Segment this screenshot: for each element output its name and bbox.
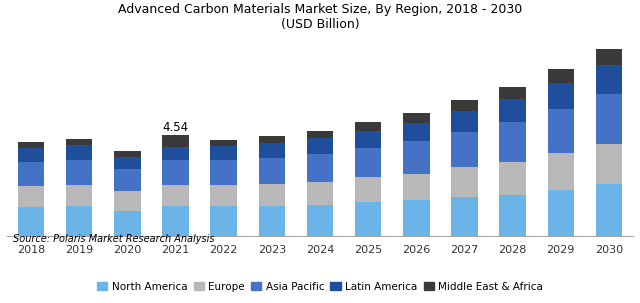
Bar bbox=[596, 94, 622, 144]
Bar bbox=[114, 211, 141, 236]
Bar bbox=[451, 100, 477, 111]
Bar bbox=[307, 182, 333, 205]
Bar bbox=[259, 206, 285, 236]
Bar bbox=[18, 186, 44, 208]
Bar bbox=[499, 162, 526, 195]
Bar bbox=[66, 138, 92, 145]
Bar bbox=[163, 206, 189, 236]
Bar bbox=[596, 184, 622, 236]
Bar bbox=[66, 145, 92, 160]
Text: 4.54: 4.54 bbox=[163, 121, 189, 134]
Bar bbox=[211, 160, 237, 185]
Bar bbox=[307, 154, 333, 182]
Title: Advanced Carbon Materials Market Size, By Region, 2018 - 2030
(USD Billion): Advanced Carbon Materials Market Size, B… bbox=[118, 3, 522, 31]
Bar bbox=[499, 87, 526, 99]
Bar bbox=[596, 144, 622, 184]
Text: Source: Polaris Market Research Analysis: Source: Polaris Market Research Analysis bbox=[13, 234, 214, 244]
Bar bbox=[163, 147, 189, 160]
Bar bbox=[163, 160, 189, 185]
Bar bbox=[307, 131, 333, 138]
Bar bbox=[18, 142, 44, 148]
Bar bbox=[211, 140, 237, 146]
Bar bbox=[66, 206, 92, 236]
Bar bbox=[499, 99, 526, 122]
Bar bbox=[548, 69, 574, 83]
Bar bbox=[451, 132, 477, 168]
Bar bbox=[451, 168, 477, 197]
Bar bbox=[18, 162, 44, 186]
Bar bbox=[355, 178, 381, 202]
Bar bbox=[596, 49, 622, 65]
Bar bbox=[259, 158, 285, 184]
Bar bbox=[114, 157, 141, 169]
Bar bbox=[114, 151, 141, 157]
Bar bbox=[211, 185, 237, 206]
Bar bbox=[403, 142, 429, 174]
Bar bbox=[403, 123, 429, 142]
Bar bbox=[499, 122, 526, 162]
Bar bbox=[548, 109, 574, 153]
Bar bbox=[66, 160, 92, 185]
Bar bbox=[211, 146, 237, 160]
Bar bbox=[403, 200, 429, 236]
Bar bbox=[451, 197, 477, 236]
Bar bbox=[66, 185, 92, 206]
Bar bbox=[18, 208, 44, 236]
Bar bbox=[211, 206, 237, 236]
Bar bbox=[307, 138, 333, 154]
Bar bbox=[259, 143, 285, 158]
Bar bbox=[355, 131, 381, 148]
Bar bbox=[307, 205, 333, 236]
Bar bbox=[18, 148, 44, 162]
Bar bbox=[259, 136, 285, 143]
Bar bbox=[548, 190, 574, 236]
Bar bbox=[355, 148, 381, 178]
Bar bbox=[355, 202, 381, 236]
Bar bbox=[114, 191, 141, 211]
Bar bbox=[499, 195, 526, 236]
Bar bbox=[403, 113, 429, 123]
Legend: North America, Europe, Asia Pacific, Latin America, Middle East & Africa: North America, Europe, Asia Pacific, Lat… bbox=[93, 278, 547, 296]
Bar bbox=[596, 65, 622, 94]
Bar bbox=[259, 184, 285, 206]
Bar bbox=[163, 135, 189, 147]
Bar bbox=[548, 153, 574, 190]
Bar bbox=[451, 111, 477, 132]
Bar bbox=[548, 83, 574, 109]
Bar bbox=[114, 169, 141, 191]
Bar bbox=[403, 174, 429, 200]
Bar bbox=[163, 185, 189, 206]
Bar bbox=[355, 122, 381, 131]
